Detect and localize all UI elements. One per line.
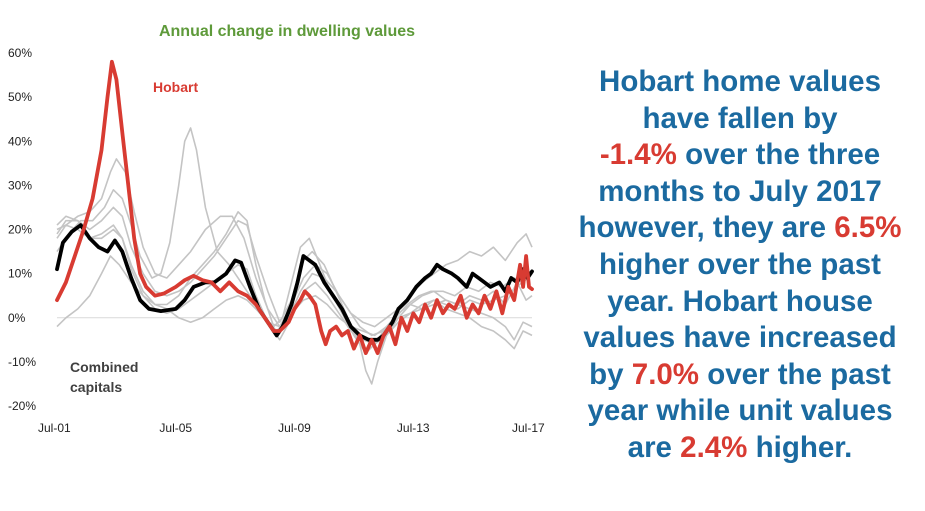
summary-text: by bbox=[589, 357, 632, 391]
summary-line: Hobart home values bbox=[560, 64, 920, 101]
dwelling-values-chart: Annual change in dwelling values 60% 50% 4… bbox=[8, 23, 545, 435]
summary-line: year. Hobart house bbox=[560, 284, 920, 321]
hobart-series-label: Hobart bbox=[153, 79, 198, 95]
y-tick-label: 50% bbox=[8, 90, 32, 104]
summary-text: are bbox=[627, 430, 681, 464]
summary-text: months to July 2017 bbox=[598, 174, 882, 208]
hobart-line bbox=[55, 59, 534, 356]
summary-line: -1.4% over the three bbox=[560, 137, 920, 174]
highlighted-figure: 2.4% bbox=[680, 430, 748, 464]
summary-line: are 2.4% higher. bbox=[560, 430, 920, 467]
y-tick-label: -10% bbox=[8, 355, 36, 369]
y-tick-label: 40% bbox=[8, 134, 32, 148]
summary-text: year. Hobart house bbox=[607, 284, 873, 318]
summary-text: over the past bbox=[699, 357, 891, 391]
combined-capitals-line bbox=[55, 223, 534, 342]
summary-text: year while unit values bbox=[587, 394, 893, 428]
summary-line: values have increased bbox=[560, 320, 920, 357]
summary-line: have fallen by bbox=[560, 101, 920, 138]
y-tick-label: 0% bbox=[8, 311, 26, 325]
summary-line: year while unit values bbox=[560, 393, 920, 430]
summary-line: by 7.0% over the past bbox=[560, 357, 920, 394]
y-tick-label: 30% bbox=[8, 178, 32, 192]
combined-capitals-series-label: Combined capitals bbox=[70, 359, 142, 395]
highlighted-figure: 6.5% bbox=[834, 211, 902, 245]
x-tick-label: Jul-13 bbox=[397, 421, 430, 435]
highlighted-series-lines bbox=[55, 59, 534, 356]
summary-line: however, they are 6.5% bbox=[560, 210, 920, 247]
highlighted-figure: 7.0% bbox=[631, 357, 700, 391]
x-tick-label: Jul-01 bbox=[38, 421, 71, 435]
summary-text: have fallen by bbox=[642, 101, 838, 135]
y-tick-label: 60% bbox=[8, 46, 32, 60]
summary-line: months to July 2017 bbox=[560, 174, 920, 211]
y-axis-tick-labels: 60% 50% 40% 30% 20% 10% 0% -10% -20% bbox=[8, 46, 36, 413]
summary-text: however, they are bbox=[578, 211, 835, 245]
hobart-summary-text: Hobart home values have fallen by -1.4% ov… bbox=[560, 64, 920, 467]
x-tick-label: Jul-09 bbox=[278, 421, 311, 435]
y-tick-label: -20% bbox=[8, 399, 36, 413]
summary-text: values have increased bbox=[583, 321, 897, 355]
y-tick-label: 20% bbox=[8, 223, 32, 237]
summary-line: higher over the past bbox=[560, 247, 920, 284]
x-tick-label: Jul-05 bbox=[159, 421, 192, 435]
summary-text: higher. bbox=[747, 430, 853, 464]
x-tick-label: Jul-17 bbox=[512, 421, 545, 435]
x-axis-tick-labels: Jul-01 Jul-05 Jul-09 Jul-13 Jul-17 bbox=[38, 421, 545, 435]
summary-text: over the three bbox=[676, 138, 881, 172]
highlighted-figure: -1.4% bbox=[599, 138, 677, 172]
other-capital-line bbox=[56, 127, 533, 337]
other-capitals-lines bbox=[56, 127, 533, 385]
y-tick-label: 10% bbox=[8, 267, 32, 281]
summary-text: higher over the past bbox=[599, 247, 881, 281]
summary-text: Hobart home values bbox=[599, 65, 881, 98]
chart-title: Annual change in dwelling values bbox=[159, 23, 415, 40]
